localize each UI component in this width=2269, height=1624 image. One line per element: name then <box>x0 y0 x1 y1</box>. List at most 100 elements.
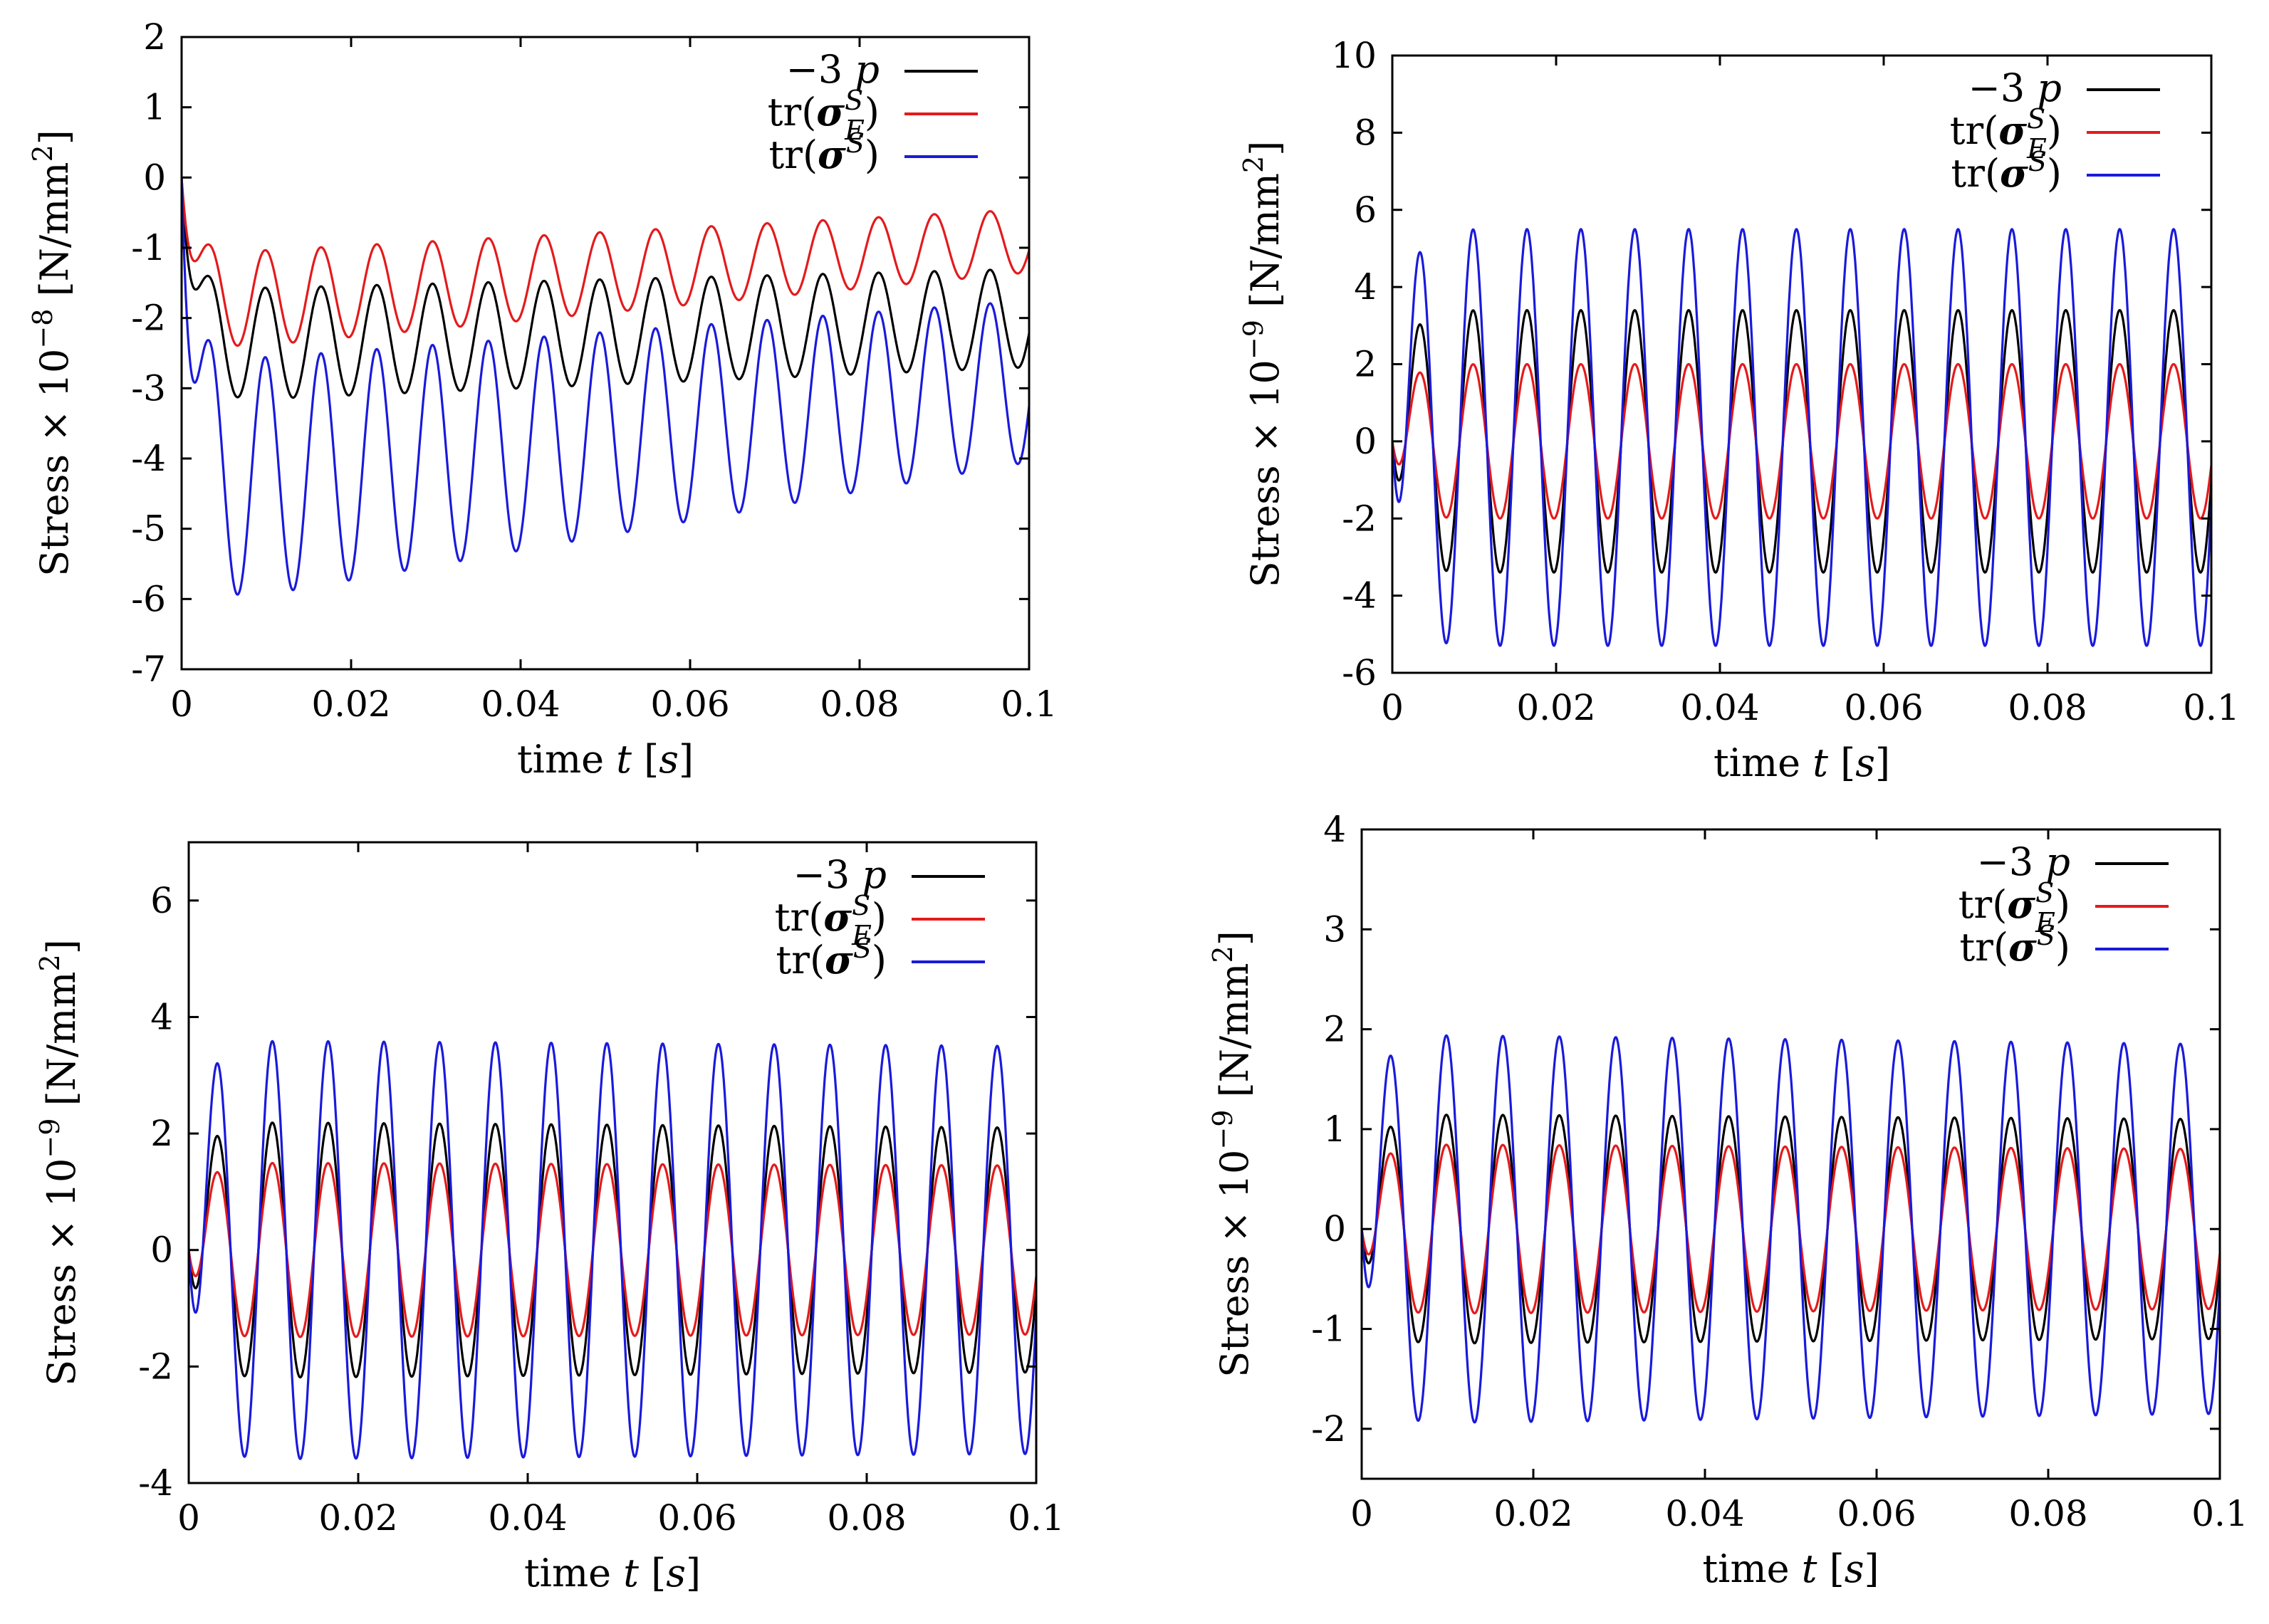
legend-label: tr(σS E) <box>775 890 887 951</box>
y-tick-label: -3 <box>131 367 166 409</box>
y-axis-label: Stress × 10−9 [N/mm2] <box>34 939 84 1386</box>
x-tick-label: 0 <box>1381 687 1404 728</box>
y-tick-label: -4 <box>1342 575 1377 617</box>
y-tick-label: -6 <box>131 578 166 619</box>
y-tick-label: -2 <box>138 1346 173 1387</box>
legend-entry-3: tr(σS) <box>776 933 985 983</box>
series-line-3 <box>1392 228 2211 647</box>
series-line-1 <box>182 177 1029 399</box>
legend-label: tr(σS E) <box>1958 877 2070 938</box>
legend-label: −3 p <box>1977 839 2070 884</box>
x-axis-label: time t [s] <box>1702 1546 1879 1591</box>
plot-area <box>1362 1034 2220 1424</box>
legend-label: tr(σS E) <box>768 85 880 146</box>
x-axis-label: time t [s] <box>517 737 694 782</box>
y-tick-label: 2 <box>1323 1009 1346 1050</box>
legend-label: tr(σS E) <box>1950 103 2062 164</box>
legend-entry-3: tr(σS) <box>768 127 978 177</box>
x-tick-label: 0.08 <box>820 683 899 725</box>
legend-entry-1: −3 p <box>793 852 985 897</box>
legend: −3 ptr(σS E)tr(σS) <box>1950 66 2160 196</box>
x-tick-label: 0.06 <box>1844 687 1923 728</box>
x-tick-label: 0.1 <box>1001 683 1058 725</box>
legend: −3 ptr(σS E)tr(σS) <box>768 47 978 177</box>
x-tick-label: 0.08 <box>827 1497 906 1539</box>
legend-entry-2: tr(σS E) <box>775 890 985 951</box>
series-line-3 <box>182 177 1029 596</box>
chart-top-right: 0 0.02 0.04 0.06 0.08 0.1 -6 -4 -2 0 2 4 6 8 10 time t … <box>1238 35 2240 785</box>
legend-label: tr(σS) <box>1959 920 2070 970</box>
y-tick-label: 0 <box>143 157 166 198</box>
series-line-1 <box>189 1121 1036 1379</box>
y-tick-label: 0 <box>1354 421 1377 462</box>
x-tick-label: 0.02 <box>311 683 390 725</box>
y-tick-label: -4 <box>138 1462 173 1504</box>
x-axis-label: time t [s] <box>1714 740 1890 785</box>
legend-entry-2: tr(σS E) <box>768 85 978 146</box>
y-tick-label: -4 <box>131 438 166 479</box>
x-tick-label: 0 <box>177 1497 200 1539</box>
y-tick-label: 2 <box>1354 344 1377 385</box>
plot-area <box>1392 228 2211 647</box>
y-tick-label: 8 <box>1354 112 1377 153</box>
y-tick-label: -1 <box>1311 1309 1346 1350</box>
x-tick-label: 0.08 <box>2008 1493 2087 1534</box>
legend-entry-1: −3 p <box>1977 839 2169 884</box>
x-tick-label: 0.04 <box>481 683 560 725</box>
y-axis-label: Stress × 10−9 [N/mm2] <box>1238 141 1288 588</box>
chart-top-left: 0 0.02 0.04 0.06 0.08 0.1 -7 -6 -5 -4 -3 -2 -1 0 1 2 tim… <box>27 16 1058 782</box>
x-tick-label: 0.02 <box>318 1497 397 1539</box>
y-tick-label: 4 <box>1323 809 1346 850</box>
legend-entry-2: tr(σS E) <box>1958 877 2169 938</box>
y-tick-label: -2 <box>1311 1408 1346 1450</box>
y-tick-label: 4 <box>1354 266 1377 308</box>
legend-entry-2: tr(σS E) <box>1950 103 2160 164</box>
legend-entry-1: −3 p <box>1968 66 2160 110</box>
x-tick-label: 0.02 <box>1493 1493 1572 1534</box>
legend-entry-1: −3 p <box>786 47 978 92</box>
legend-entry-3: tr(σS) <box>1951 146 2160 196</box>
plot-frame <box>1391 54 2213 674</box>
x-tick-label: 0.06 <box>657 1497 736 1539</box>
y-tick-label: 2 <box>143 16 166 58</box>
x-tick-label: 0.04 <box>1680 687 1759 728</box>
y-axis-label: Stress × 10−8 [N/mm2] <box>27 130 77 577</box>
x-tick-label: 0.02 <box>1516 687 1595 728</box>
plot-frame <box>180 36 1031 671</box>
legend-label: −3 p <box>1968 66 2062 110</box>
legend-label: tr(σS) <box>1951 146 2062 196</box>
legend-entry-3: tr(σS) <box>1959 920 2169 970</box>
y-tick-label: -6 <box>1342 652 1377 693</box>
y-tick-label: -1 <box>131 227 166 268</box>
legend: −3 ptr(σS E)tr(σS) <box>1958 839 2169 970</box>
x-tick-label: 0.1 <box>2183 687 2240 728</box>
series-line-1 <box>1392 309 2211 574</box>
y-tick-label: 1 <box>143 87 166 128</box>
plot-area <box>182 177 1029 596</box>
x-tick-label: 0 <box>1350 1493 1373 1534</box>
series-line-2 <box>1392 362 2211 520</box>
series-line-3 <box>1362 1034 2220 1424</box>
chart-bottom-right: 0 0.02 0.04 0.06 0.08 0.1 -2 -1 0 1 2 3 4 time t [s] S… <box>1207 809 2248 1591</box>
x-tick-label: 0.04 <box>1665 1493 1744 1534</box>
legend: −3 ptr(σS E)tr(σS) <box>775 852 985 983</box>
legend-label: tr(σS) <box>768 127 880 177</box>
x-axis-label: time t [s] <box>524 1551 701 1596</box>
y-axis-label: Stress × 10−9 [N/mm2] <box>1207 931 1257 1378</box>
y-tick-label: 6 <box>150 880 173 921</box>
y-tick-label: 0 <box>150 1230 173 1271</box>
y-tick-label: -2 <box>1342 498 1377 539</box>
x-tick-label: 0.04 <box>488 1497 567 1539</box>
y-tick-label: 2 <box>150 1113 173 1154</box>
y-tick-label: 4 <box>150 996 173 1037</box>
y-tick-label: 10 <box>1331 35 1377 76</box>
plot-frame <box>1360 828 2221 1480</box>
x-tick-label: 0.08 <box>2008 687 2087 728</box>
x-tick-label: 0.1 <box>1008 1497 1065 1539</box>
y-tick-label: 1 <box>1323 1109 1346 1150</box>
y-tick-label: -7 <box>131 649 166 690</box>
legend-label: −3 p <box>786 47 880 92</box>
x-tick-label: 0 <box>170 683 193 725</box>
plot-frame <box>187 841 1038 1484</box>
